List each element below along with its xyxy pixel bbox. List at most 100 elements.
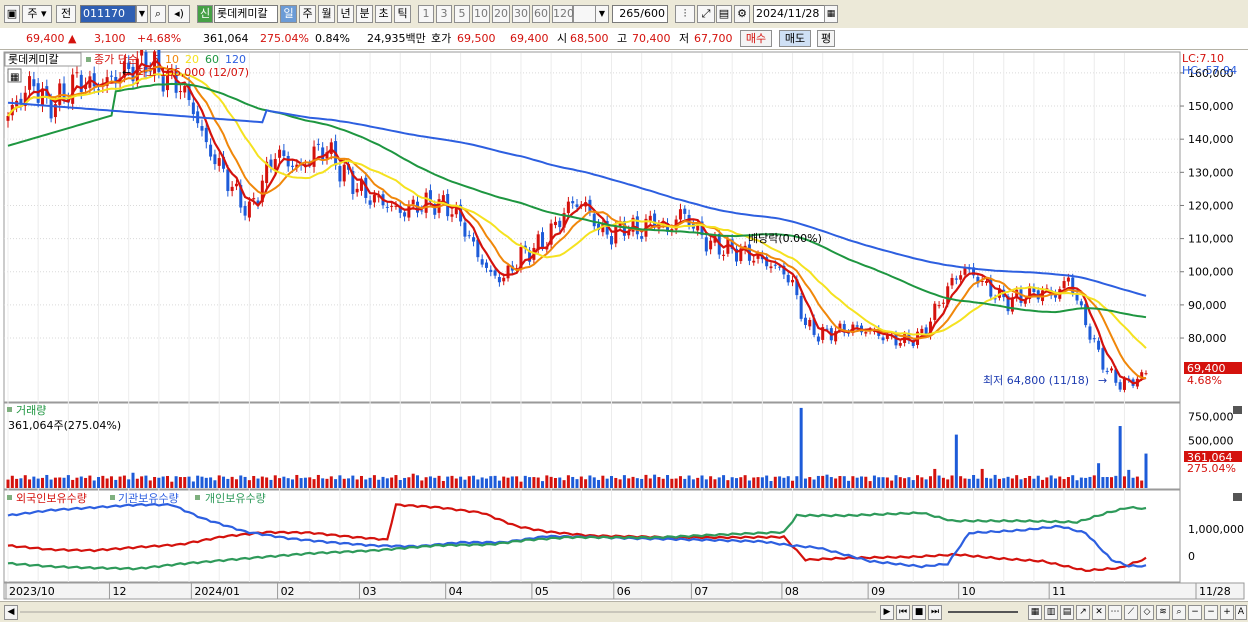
- minus-icon[interactable]: −: [1204, 605, 1218, 620]
- count-field[interactable]: 265/600: [612, 5, 668, 23]
- volume-bar: [1019, 479, 1023, 488]
- first-page-icon[interactable]: ⏮: [896, 605, 910, 620]
- volume-bar: [898, 477, 902, 488]
- volume-bar: [584, 479, 588, 488]
- period-tab-4[interactable]: 분: [356, 5, 373, 23]
- interval-button-5[interactable]: 5: [454, 5, 470, 23]
- legend-indiv-swatch-icon: [195, 495, 200, 500]
- period-tab-2[interactable]: 월: [318, 5, 335, 23]
- interval-button-20[interactable]: 20: [492, 5, 510, 23]
- buy-button[interactable]: 매수: [740, 30, 772, 47]
- tool-4-icon[interactable]: ↗: [1076, 605, 1090, 620]
- volume-bar: [226, 478, 230, 488]
- candle-body: [558, 220, 562, 228]
- zoom-slider[interactable]: [948, 611, 1018, 613]
- candle-body: [226, 169, 230, 192]
- legend-name-box: [4, 52, 82, 67]
- candle-type-icon[interactable]: ⫶: [675, 5, 695, 23]
- prev-toggle[interactable]: 전: [56, 5, 76, 23]
- candle-body: [368, 200, 372, 205]
- tool-6-icon[interactable]: ⋯: [1108, 605, 1122, 620]
- draw-tool-icon[interactable]: ⤢: [697, 5, 715, 23]
- holdings-close-icon[interactable]: [1233, 493, 1242, 501]
- zoom-out-icon[interactable]: −: [1188, 605, 1202, 620]
- candle-body: [32, 79, 36, 87]
- candle-body: [519, 247, 523, 270]
- interval-button-10[interactable]: 10: [472, 5, 490, 23]
- code-dropdown-icon[interactable]: ▼: [136, 5, 148, 23]
- interval-dropdown-icon[interactable]: ▼: [595, 5, 609, 23]
- volume-bar: [32, 476, 36, 488]
- volume-bar: [260, 476, 264, 488]
- candle-body: [575, 204, 579, 207]
- volume-bar: [941, 477, 945, 488]
- magnifier-icon[interactable]: ⌕: [1172, 605, 1186, 620]
- tool-9-icon[interactable]: ≋: [1156, 605, 1170, 620]
- candle-body: [222, 156, 226, 169]
- sell-button[interactable]: 매도: [779, 30, 811, 47]
- zoom-in-icon[interactable]: +: [1220, 605, 1234, 620]
- scroll-left-icon[interactable]: ◀: [4, 605, 18, 620]
- chart-area[interactable]: 160,000 150,000 140,000 130,000 120,000 110,0…: [0, 40, 1248, 601]
- candle-body: [1079, 301, 1083, 306]
- x-label-7: 06: [617, 585, 631, 598]
- candle-body: [1084, 304, 1088, 326]
- volume-bar: [441, 480, 445, 488]
- period-tab-5[interactable]: 초: [375, 5, 392, 23]
- stock-name-field[interactable]: 롯데케미칼: [214, 5, 278, 23]
- interval-button-1[interactable]: 1: [418, 5, 434, 23]
- calendar-icon[interactable]: ▦: [824, 5, 838, 23]
- candle-body: [467, 235, 471, 237]
- tool-7-icon[interactable]: ⟋: [1124, 605, 1138, 620]
- volume-bar: [92, 480, 96, 488]
- volume-bar: [661, 478, 665, 488]
- candle-body: [799, 295, 803, 319]
- period-tab-3[interactable]: 년: [337, 5, 354, 23]
- speaker-icon[interactable]: ◂): [168, 5, 190, 23]
- candle-body: [230, 186, 234, 192]
- volume-close-icon[interactable]: [1233, 406, 1242, 414]
- period-tab-6[interactable]: 틱: [394, 5, 411, 23]
- interval-button-60[interactable]: 60: [532, 5, 550, 23]
- tool-1-icon[interactable]: ▦: [1028, 605, 1042, 620]
- interval-button-30[interactable]: 30: [512, 5, 530, 23]
- scroll-bar: ◀ ▶ ⏮ ■ ⏭ ▦ ▥ ▤ ↗ ✕ ⋯ ⟋ ◇ ≋ ⌕ − − + A: [0, 601, 1248, 622]
- interval-button-3[interactable]: 3: [436, 5, 452, 23]
- candle-body: [260, 180, 264, 203]
- stock-chart[interactable]: 160,000 150,000 140,000 130,000 120,000 110,0…: [0, 40, 1248, 601]
- ma-line-5: [7, 59, 1147, 385]
- last-price-value: 69,400: [1187, 362, 1226, 375]
- date-field[interactable]: 2024/11/28: [753, 5, 825, 23]
- volume-bar: [316, 474, 320, 488]
- search-icon[interactable]: ⌕: [150, 5, 166, 23]
- last-page-icon[interactable]: ⏭: [928, 605, 942, 620]
- candle-body: [959, 275, 963, 280]
- candle-body: [454, 205, 458, 215]
- interval-button-120[interactable]: 120: [552, 5, 574, 23]
- volume-current: 361,064주(275.04%): [8, 419, 121, 432]
- volume-bar: [872, 475, 876, 488]
- tool-3-icon[interactable]: ▤: [1060, 605, 1074, 620]
- table-toggle-icon[interactable]: [7, 68, 22, 83]
- window-menu-icon[interactable]: ▣: [4, 5, 20, 23]
- volume-last-tag: [1184, 451, 1242, 462]
- save-icon[interactable]: ▤: [716, 5, 732, 23]
- market-select[interactable]: 주 ▾: [22, 5, 52, 23]
- tool-5-icon[interactable]: ✕: [1092, 605, 1106, 620]
- auto-scale-icon[interactable]: A: [1235, 605, 1247, 620]
- code-input[interactable]: 011170: [80, 5, 136, 23]
- candle-body: [1122, 378, 1126, 390]
- holdings-line-foreign: [7, 503, 1147, 573]
- candle-body: [342, 164, 346, 182]
- gear-icon[interactable]: ⚙: [734, 5, 750, 23]
- stop-icon[interactable]: ■: [912, 605, 926, 620]
- candle-body: [351, 170, 355, 194]
- period-tab-0[interactable]: 일: [280, 5, 297, 23]
- y-tick-label-1: 150,000: [1188, 100, 1234, 113]
- scroll-right-icon[interactable]: ▶: [880, 605, 894, 620]
- avg-button[interactable]: 평: [817, 30, 835, 47]
- scroll-track[interactable]: [20, 611, 876, 613]
- period-tab-1[interactable]: 주: [299, 5, 316, 23]
- tool-2-icon[interactable]: ▥: [1044, 605, 1058, 620]
- tool-8-icon[interactable]: ◇: [1140, 605, 1154, 620]
